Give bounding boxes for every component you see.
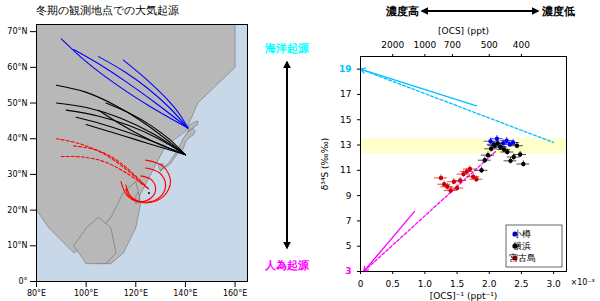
svg-text:小樽: 小樽 (513, 229, 531, 239)
svg-text:50°N: 50°N (7, 99, 27, 108)
svg-text:横浜: 横浜 (513, 241, 531, 251)
svg-text:80°E: 80°E (27, 289, 46, 298)
html-text:海洋起源: 海洋起源 (265, 41, 309, 55)
svg-text:13: 13 (340, 140, 351, 150)
svg-text:140°E: 140°E (173, 289, 197, 298)
html-text:人為起源: 人為起源 (265, 258, 309, 272)
svg-text:1.0: 1.0 (418, 279, 433, 289)
svg-text:×10⁻³: ×10⁻³ (571, 278, 595, 287)
html-text:濃度高: 濃度高 (385, 4, 419, 18)
svg-text:40°N: 40°N (7, 134, 27, 143)
svg-text:160°E: 160°E (223, 289, 247, 298)
svg-text:19: 19 (339, 64, 352, 74)
svg-text:70°N: 70°N (7, 27, 27, 36)
svg-text:7: 7 (346, 216, 352, 226)
svg-text:20°N: 20°N (7, 206, 27, 215)
svg-text:5: 5 (346, 241, 352, 251)
svg-text:0: 0 (358, 279, 364, 289)
svg-text:1000: 1000 (413, 40, 436, 50)
svg-text:60°N: 60°N (7, 63, 27, 72)
svg-text:11: 11 (340, 165, 351, 175)
svg-text:0.5: 0.5 (386, 279, 400, 289)
html-text:冬期の観測地点での大気起源: 冬期の観測地点での大気起源 (36, 4, 179, 17)
svg-text:120°E: 120°E (124, 289, 148, 298)
svg-text:400: 400 (513, 40, 530, 50)
svg-text:[OCS] (ppt): [OCS] (ppt) (438, 26, 489, 36)
svg-text:宮古島: 宮古島 (509, 253, 536, 263)
svg-text:3: 3 (345, 266, 351, 276)
svg-text:0°: 0° (18, 277, 27, 286)
svg-text:1.5: 1.5 (450, 279, 464, 289)
svg-text:10°N: 10°N (7, 241, 27, 250)
svg-text:100°E: 100°E (74, 289, 98, 298)
svg-text:3.0: 3.0 (546, 279, 561, 289)
svg-text:δ³⁴S (‰‰): δ³⁴S (‰‰) (320, 138, 330, 190)
html-text:濃度低: 濃度低 (541, 4, 575, 18)
svg-text:9: 9 (346, 190, 352, 200)
svg-text:700: 700 (444, 40, 461, 50)
svg-text:15: 15 (340, 115, 351, 125)
svg-text:2.0: 2.0 (482, 279, 497, 289)
svg-text:[OCS]⁻¹ (ppt⁻¹): [OCS]⁻¹ (ppt⁻¹) (430, 291, 498, 301)
svg-text:17: 17 (340, 89, 351, 99)
svg-text:30°N: 30°N (7, 170, 27, 179)
svg-text:500: 500 (481, 40, 498, 50)
svg-text:2.5: 2.5 (514, 279, 528, 289)
svg-text:2000: 2000 (381, 40, 404, 50)
